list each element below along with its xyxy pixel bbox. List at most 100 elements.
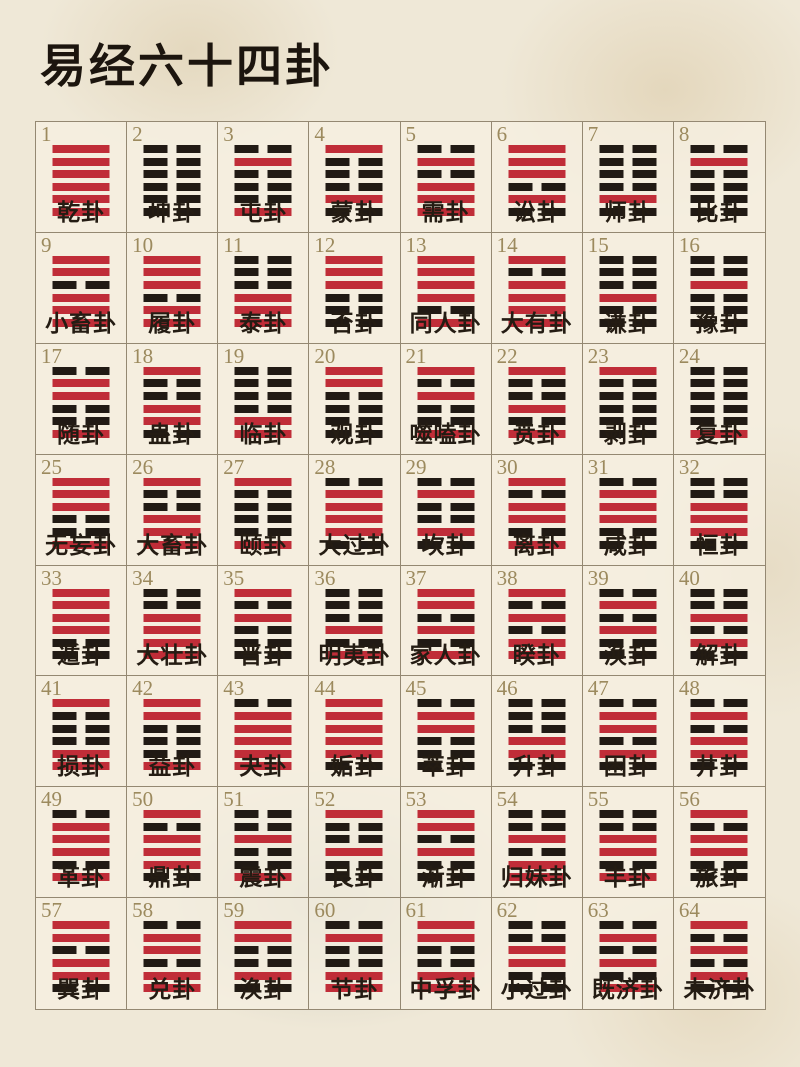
hexagram-cell: 20 观卦	[309, 343, 401, 455]
hexagram-name: 谦卦	[603, 310, 652, 336]
hexagram-name: 师卦	[603, 199, 652, 225]
yin-line	[508, 933, 566, 942]
yin-segment	[541, 207, 566, 216]
hexagram-cell: 9 小畜卦	[36, 232, 128, 344]
yin-segment	[632, 613, 657, 622]
yin-segment	[358, 613, 383, 622]
yin-segment	[52, 737, 77, 746]
hexagram-symbol	[690, 366, 748, 438]
hexagram-name: 观卦	[330, 421, 379, 447]
yin-segment	[143, 921, 168, 930]
yin-line	[690, 255, 748, 264]
hexagram-name: 无妄卦	[45, 532, 118, 558]
yin-segment	[176, 588, 201, 597]
hexagram-number: 49	[41, 787, 62, 812]
hexagram-symbol	[690, 810, 748, 882]
yang-line	[52, 268, 110, 277]
hexagram-name: 大有卦	[500, 310, 573, 336]
hexagram-cell: 30 离卦	[491, 454, 583, 566]
hexagram-name: 比卦	[695, 199, 744, 225]
yin-segment	[267, 391, 292, 400]
hexagram-name: 蛊卦	[148, 421, 197, 447]
yin-segment	[450, 502, 475, 511]
yin-line	[234, 281, 292, 290]
yin-segment	[325, 946, 350, 955]
hexagram-number: 64	[678, 898, 700, 923]
yin-segment	[52, 860, 77, 869]
yin-segment	[690, 860, 715, 869]
hexagram-name: 颐卦	[239, 532, 288, 558]
hexagram-symbol	[690, 255, 748, 327]
hexagram-name: 泰卦	[239, 310, 288, 336]
hexagram-number: 60	[314, 898, 336, 923]
yin-segment	[599, 379, 624, 388]
yin-segment	[599, 255, 624, 264]
hexagram-number: 10	[132, 232, 154, 257]
yin-line	[143, 958, 201, 967]
yin-segment	[723, 417, 748, 426]
yang-line	[599, 835, 657, 844]
yin-segment	[267, 626, 292, 635]
yin-segment	[690, 699, 715, 708]
yin-segment	[450, 737, 475, 746]
yang-line	[508, 613, 566, 622]
yin-segment	[358, 921, 383, 930]
yin-segment	[599, 429, 624, 438]
yin-segment	[508, 810, 533, 819]
yin-line	[325, 762, 383, 771]
yin-line	[143, 502, 201, 511]
yin-segment	[358, 946, 383, 955]
yin-segment	[358, 588, 383, 597]
yin-segment	[599, 281, 624, 290]
yang-line	[417, 711, 475, 720]
yin-segment	[325, 391, 350, 400]
hexagram-cell: 38 睽卦	[491, 565, 583, 677]
hexagram-name: 革卦	[57, 865, 106, 891]
yang-line	[52, 429, 110, 438]
yin-segment	[176, 822, 201, 831]
yin-segment	[325, 306, 350, 315]
yin-segment	[632, 281, 657, 290]
yin-segment	[690, 724, 715, 733]
hexagram-cell: 3 屯卦	[218, 122, 310, 233]
yin-segment	[599, 699, 624, 708]
yin-segment	[690, 366, 715, 375]
yang-line	[599, 958, 657, 967]
yin-line	[690, 984, 748, 993]
yang-line	[325, 515, 383, 524]
yin-segment	[358, 601, 383, 610]
hexagram-number: 15	[587, 232, 609, 257]
yang-line	[599, 984, 657, 993]
hexagram-name: 艮卦	[330, 865, 379, 891]
hexagram-cell: 60 节卦	[309, 898, 401, 1009]
yang-line	[325, 933, 383, 942]
yin-line	[234, 984, 292, 993]
yang-line	[325, 749, 383, 758]
yang-line	[234, 306, 292, 315]
yin-segment	[267, 182, 292, 191]
yin-segment	[267, 145, 292, 153]
yin-segment	[52, 984, 77, 993]
yin-segment	[599, 737, 624, 746]
yang-line	[508, 835, 566, 844]
hexagram-number: 48	[678, 676, 700, 701]
yin-segment	[723, 207, 748, 216]
yin-segment	[267, 366, 292, 375]
yang-line	[143, 626, 201, 635]
yin-segment	[450, 762, 475, 771]
yin-line	[690, 268, 748, 277]
hexagram-cell: 41 损卦	[36, 676, 128, 788]
yin-line	[690, 822, 748, 831]
yin-line	[508, 762, 566, 771]
hexagram-name: 益卦	[148, 754, 197, 780]
yin-line	[508, 724, 566, 733]
yin-segment	[508, 724, 533, 733]
yin-segment	[325, 762, 350, 771]
hexagram-name: 姤卦	[330, 754, 379, 780]
yang-line	[417, 429, 475, 438]
yang-line	[508, 502, 566, 511]
yin-segment	[632, 306, 657, 315]
yin-segment	[234, 490, 259, 499]
yang-line	[143, 810, 201, 819]
yang-line	[143, 477, 201, 486]
